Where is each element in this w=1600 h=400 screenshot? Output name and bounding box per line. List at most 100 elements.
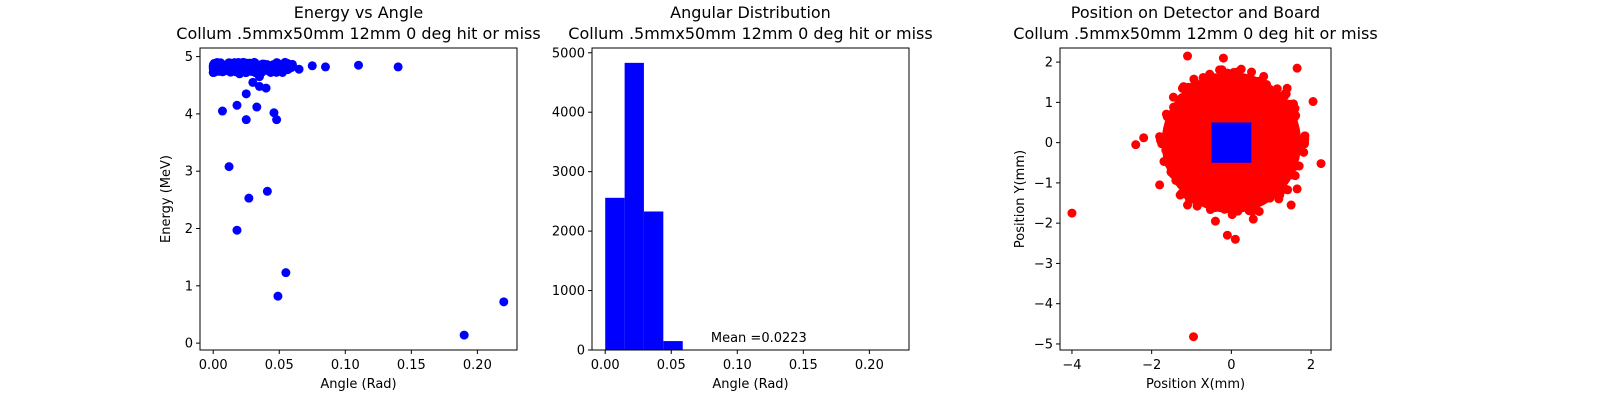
position-point: [1292, 63, 1302, 73]
position-subtitle: Collum .5mmx50mm 12mm 0 deg hit or miss: [1013, 24, 1377, 43]
histogram-bar: [643, 211, 664, 350]
position-cluster-edge-point: [1177, 93, 1187, 103]
x-tick-label: 0.00: [591, 358, 620, 373]
position-cluster-edge-point: [1171, 175, 1181, 185]
energy-angle-point: [354, 60, 363, 70]
energy-angle-axes-frame: [199, 47, 518, 351]
energy-angle-point: [244, 193, 254, 203]
angular-dist-axes-frame: [591, 47, 910, 351]
energy-angle-marks: [208, 57, 509, 340]
y-tick-label: 5: [185, 50, 193, 65]
position-point: [1230, 234, 1240, 244]
energy-angle-point: [294, 64, 304, 74]
y-tick-label: 2: [1045, 56, 1053, 71]
position-cluster-edge-point: [1215, 65, 1225, 75]
position-cluster-edge-point: [1289, 121, 1299, 131]
x-tick-label: −4: [1062, 358, 1081, 373]
x-tick-label: 0.20: [463, 358, 492, 373]
energy-angle-point: [224, 162, 234, 172]
position-cluster-edge-point: [1290, 171, 1300, 181]
mean-annotation: Mean =0.0223: [711, 331, 807, 346]
y-tick-label: −5: [1034, 337, 1053, 352]
position-cluster-edge-point: [1247, 206, 1257, 216]
position-point: [1248, 214, 1258, 224]
energy-angle-point: [254, 72, 264, 82]
position-cluster-edge-point: [1290, 112, 1300, 122]
energy-angle-point: [320, 62, 330, 72]
position-axes-frame: [1059, 47, 1332, 351]
position-point: [1139, 133, 1149, 143]
position-title: Position on Detector and Board: [1071, 3, 1320, 22]
x-tick-label: −2: [1142, 358, 1161, 373]
position-y-axis-label: Position Y(mm): [1013, 150, 1028, 248]
position-cluster-edge-point: [1283, 185, 1293, 195]
position-point: [1292, 184, 1302, 194]
energy-angle-subtitle: Collum .5mmx50mm 12mm 0 deg hit or miss: [176, 24, 540, 43]
histogram-bar: [663, 341, 683, 350]
energy-angle-point: [241, 58, 251, 68]
position-cluster-edge-point: [1175, 190, 1185, 200]
energy-angle-chart: Energy vs Angle Collum .5mmx50mm 12mm 0 d…: [159, 3, 541, 392]
x-tick-label: 0.05: [265, 358, 294, 373]
y-tick-label: −1: [1034, 176, 1053, 191]
position-cluster-edge-point: [1232, 67, 1242, 77]
energy-angle-point: [252, 102, 262, 112]
energy-angle-point: [272, 115, 282, 125]
position-cluster-edge-point: [1161, 145, 1171, 155]
energy-angle-point: [262, 186, 272, 196]
y-tick-label: 2: [185, 222, 193, 237]
x-tick-label: 2: [1307, 358, 1315, 373]
position-point: [1222, 230, 1232, 240]
x-tick-label: 0.15: [789, 358, 818, 373]
position-point: [1286, 200, 1296, 210]
angular-dist-title: Angular Distribution: [670, 3, 831, 22]
position-cluster-edge-point: [1272, 84, 1282, 94]
angular-dist-subtitle: Collum .5mmx50mm 12mm 0 deg hit or miss: [568, 24, 932, 43]
position-cluster-edge-point: [1193, 198, 1203, 208]
y-tick-label: 3: [185, 165, 193, 180]
energy-angle-point: [269, 108, 279, 118]
position-point: [1155, 132, 1165, 142]
position-cluster-edge-point: [1168, 92, 1178, 102]
x-tick-label: 0.00: [199, 358, 228, 373]
y-tick-label: 0: [1045, 136, 1053, 151]
y-tick-label: −3: [1034, 257, 1053, 272]
energy-angle-point: [459, 330, 469, 340]
position-cluster-edge-point: [1233, 206, 1243, 216]
position-point: [1155, 180, 1165, 190]
energy-angle-point: [281, 268, 291, 278]
energy-angle-point: [228, 62, 238, 72]
energy-angle-point: [248, 63, 258, 73]
position-cluster-edge-point: [1209, 203, 1219, 213]
position-cluster-edge-point: [1282, 171, 1292, 181]
y-tick-label: −4: [1034, 297, 1053, 312]
position-cluster-edge-point: [1247, 67, 1257, 77]
position-cluster-edge-point: [1275, 190, 1285, 200]
position-cluster-edge-point: [1162, 111, 1172, 121]
energy-angle-point: [241, 115, 251, 125]
position-cluster-edge-point: [1300, 131, 1310, 141]
position-cluster-edge-point: [1250, 199, 1260, 209]
position-point: [1316, 159, 1326, 169]
position-point: [1308, 97, 1318, 107]
position-cluster-edge-point: [1261, 79, 1271, 89]
position-point: [1183, 200, 1193, 210]
x-tick-label: 0.20: [855, 358, 884, 373]
x-tick-label: 0.15: [397, 358, 426, 373]
position-cluster-edge-point: [1286, 99, 1296, 109]
energy-angle-point: [393, 62, 403, 72]
position-point: [1183, 51, 1193, 61]
energy-angle-point: [232, 225, 242, 235]
position-point: [1282, 83, 1292, 93]
angular-dist-marks: [605, 62, 896, 350]
position-cluster-edge-point: [1190, 79, 1200, 89]
x-tick-label: 0.10: [331, 358, 360, 373]
angular-dist-chart: Angular Distribution Collum .5mmx50mm 12m…: [552, 3, 933, 392]
position-marks: [1067, 51, 1326, 342]
y-tick-label: 4: [185, 107, 193, 122]
x-tick-label: 0.10: [723, 358, 752, 373]
y-tick-label: 5000: [552, 46, 585, 61]
position-cluster-edge-point: [1294, 161, 1304, 171]
position-point: [1218, 53, 1228, 63]
y-tick-label: 0: [577, 344, 585, 359]
